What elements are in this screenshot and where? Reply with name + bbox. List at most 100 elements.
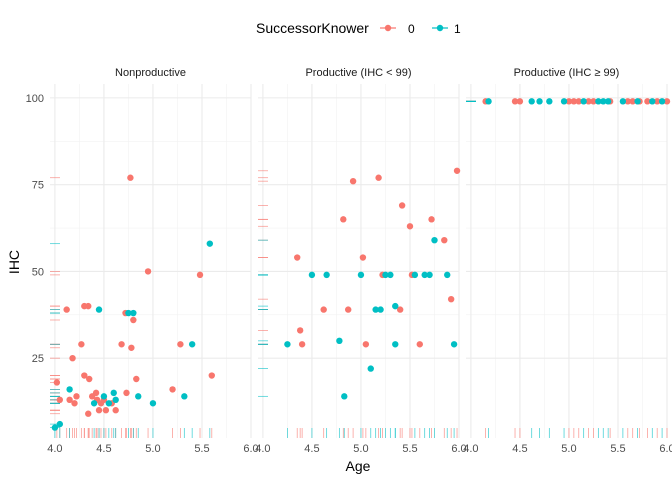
legend-label-1: 1: [454, 22, 461, 36]
rug-marks: [258, 170, 458, 438]
x-tick-label: 5.5: [610, 443, 625, 455]
data-point-sk1: [392, 302, 399, 310]
data-point-sk1: [112, 396, 119, 404]
x-tick-label: 4.0: [463, 443, 478, 455]
x-tick-label: 5.0: [561, 443, 576, 455]
x-tick-label: 5.0: [145, 443, 160, 455]
gridlines: [258, 84, 460, 438]
gridlines: [50, 84, 252, 438]
data-point-sk1: [130, 309, 137, 317]
y-tick-label: 100: [26, 93, 44, 105]
data-point-sk1: [619, 98, 627, 105]
data-point-sk1: [284, 341, 291, 348]
rug-marks: [50, 177, 213, 438]
x-tick-label: 5.0: [353, 443, 368, 455]
legend-label-0: 0: [408, 22, 415, 36]
data-point-sk0: [127, 174, 134, 181]
data-point-sk0: [362, 341, 370, 348]
data-point-sk1: [367, 365, 374, 372]
data-point-sk0: [428, 216, 435, 223]
data-point-sk0: [565, 98, 573, 105]
data-point-sk0: [447, 295, 455, 303]
data-point-sk0: [177, 341, 184, 348]
legend-key-point-0: [384, 24, 392, 32]
data-point-sk0: [453, 167, 461, 174]
data-points: [51, 174, 215, 431]
data-point-sk0: [144, 268, 152, 275]
data-point-sk1: [560, 98, 568, 105]
data-point-sk0: [345, 306, 352, 313]
legend-entry-1: 1: [432, 22, 461, 36]
facet-panel: Productive (IHC < 99) 4.0 4.5 5.0 5.5 6.0: [255, 67, 466, 455]
data-point-sk0: [644, 98, 651, 105]
data-point-sk1: [546, 98, 553, 105]
data-point-sk0: [624, 98, 631, 105]
data-point-sk1: [323, 271, 330, 279]
data-point-sk0: [585, 98, 592, 105]
legend-title: SuccessorKnower: [256, 20, 369, 36]
data-point-sk1: [485, 98, 492, 105]
data-point-sk1: [51, 424, 59, 431]
data-point-sk0: [340, 216, 347, 223]
data-point-sk1: [188, 341, 196, 348]
data-point-sk1: [377, 306, 384, 313]
x-axis-label: Age: [346, 458, 371, 474]
y-tick-label: 50: [32, 266, 44, 278]
data-point-sk1: [387, 271, 394, 279]
data-point-sk0: [128, 344, 135, 351]
data-point-sk0: [66, 396, 73, 404]
data-point-sk1: [110, 389, 117, 397]
data-point-sk0: [92, 389, 100, 397]
legend: SuccessorKnower 0 1: [256, 20, 461, 36]
data-point-sk1: [450, 341, 458, 348]
data-point-sk1: [105, 400, 113, 407]
data-point-sk0: [396, 306, 404, 313]
data-point-sk0: [53, 379, 61, 386]
data-point-sk1: [421, 271, 428, 279]
data-point-sk1: [66, 386, 73, 393]
data-point-sk1: [341, 393, 348, 400]
data-point-sk0: [590, 98, 597, 105]
data-point-sk1: [125, 309, 132, 317]
data-point-sk0: [298, 341, 306, 348]
y-axis: 25 50 75 100: [26, 93, 44, 365]
data-point-sk1: [56, 420, 64, 428]
data-point-sk0: [69, 354, 76, 362]
data-point-sk1: [206, 240, 214, 247]
data-point-sk1: [426, 271, 433, 279]
facet-strip-title: Productive (IHC ≥ 99): [514, 67, 620, 79]
data-point-sk0: [102, 407, 110, 414]
data-point-sk1: [181, 393, 188, 400]
x-tick-label: 6.0: [451, 443, 466, 455]
data-point-sk1: [658, 98, 666, 105]
data-point-sk1: [149, 400, 157, 407]
legend-key-point-1: [436, 24, 444, 32]
legend-entry-0: 0: [380, 22, 415, 36]
data-point-sk0: [95, 407, 103, 414]
data-point-sk0: [359, 254, 367, 261]
data-point-sk1: [634, 98, 641, 105]
x-tick-label: 5.5: [402, 443, 417, 455]
facet-panel: Nonproductive 4.0 4.5 5.0 5.5 6.0: [47, 67, 258, 455]
facet-strip-title: Nonproductive: [115, 67, 186, 79]
data-point-sk0: [375, 174, 382, 181]
rug-marks: [466, 100, 668, 438]
data-point-sk0: [86, 375, 93, 383]
data-point-sk1: [604, 98, 612, 105]
data-point-sk0: [570, 98, 578, 105]
data-point-sk0: [73, 393, 80, 400]
data-point-sk0: [133, 375, 140, 383]
data-point-sk0: [416, 341, 423, 348]
data-point-sk1: [95, 306, 103, 313]
data-point-sk1: [357, 271, 365, 279]
data-point-sk1: [649, 98, 656, 105]
y-tick-label: 25: [32, 353, 44, 365]
data-point-sk0: [296, 327, 304, 334]
data-point-sk0: [130, 316, 137, 324]
data-point-sk1: [100, 393, 108, 400]
data-point-sk0: [123, 389, 130, 397]
data-point-sk0: [653, 98, 661, 105]
facet-panel: Productive (IHC ≥ 99) 4.0 4.5 5.0 5.5 6.0: [463, 67, 672, 455]
data-point-sk0: [169, 386, 176, 393]
